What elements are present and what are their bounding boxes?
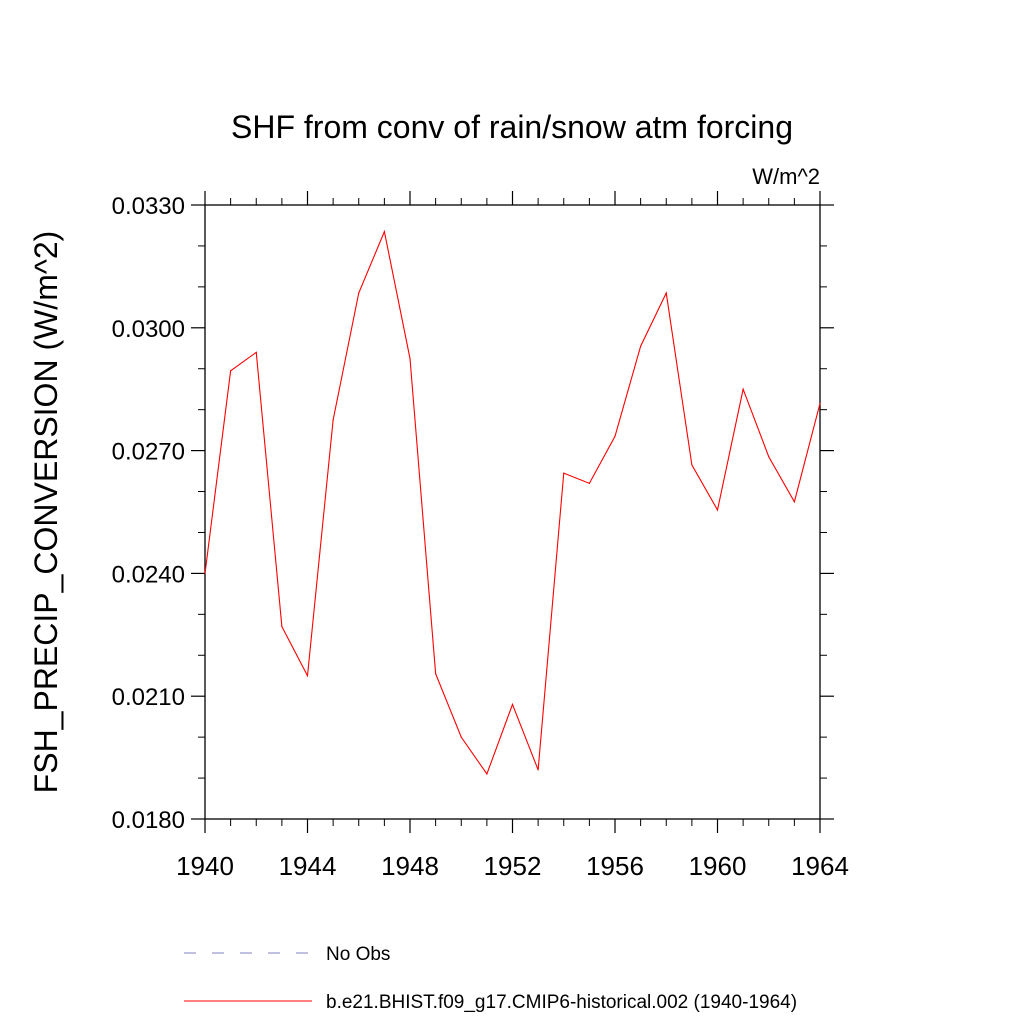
data-point xyxy=(819,402,821,405)
legend-label-no-obs: No Obs xyxy=(326,944,390,965)
data-point xyxy=(665,292,667,294)
data-point xyxy=(793,501,795,503)
data-point xyxy=(435,673,437,675)
y-axis: 0.0180 0.0210 0.0240 0.0270 0.0300 0.0330 xyxy=(112,193,834,834)
data-point xyxy=(511,703,514,705)
data-point xyxy=(460,736,462,738)
chart-title: SHF from conv of rain/snow atm forcing xyxy=(231,109,793,145)
x-axis: 1940 1944 1948 1952 1956 1960 1964 xyxy=(176,191,849,881)
y-tick-label: 0.0330 xyxy=(112,193,185,220)
y-tick-label: 0.0270 xyxy=(112,439,185,466)
data-point xyxy=(486,773,488,775)
data-point xyxy=(768,456,770,458)
x-tick-label: 1964 xyxy=(791,851,849,881)
data-point xyxy=(230,370,232,372)
data-point xyxy=(640,345,642,347)
data-point xyxy=(691,464,693,466)
x-tick-label: 1940 xyxy=(176,851,234,881)
data-point xyxy=(614,435,616,437)
x-tick-label: 1948 xyxy=(381,851,439,881)
data-point xyxy=(306,675,309,677)
series-line xyxy=(204,229,821,776)
legend: No Obs b.e21.BHIST.f09_g17.CMIP6-histori… xyxy=(184,944,797,1013)
data-point xyxy=(255,351,257,353)
data-point xyxy=(716,509,719,511)
data-point xyxy=(537,769,539,771)
data-point xyxy=(281,626,283,628)
y-tick-label: 0.0240 xyxy=(112,561,185,588)
units-label: W/m^2 xyxy=(752,164,820,189)
data-point xyxy=(383,231,385,233)
x-tick-label: 1952 xyxy=(484,851,542,881)
legend-label-historical: b.e21.BHIST.f09_g17.CMIP6-historical.002… xyxy=(326,992,797,1013)
x-tick-label: 1944 xyxy=(279,851,337,881)
data-point xyxy=(563,472,565,474)
minor-ticks xyxy=(198,198,827,826)
data-point xyxy=(409,357,411,360)
x-tick-label: 1960 xyxy=(689,851,747,881)
x-tick-label: 1956 xyxy=(586,851,644,881)
y-tick-label: 0.0300 xyxy=(112,316,185,343)
y-tick-label: 0.0210 xyxy=(112,684,185,711)
data-point xyxy=(742,388,744,390)
plot-frame xyxy=(204,204,821,820)
data-point xyxy=(358,292,360,294)
data-point xyxy=(588,482,590,484)
data-point xyxy=(332,419,334,421)
data-point xyxy=(204,572,206,575)
y-tick-label: 0.0180 xyxy=(112,807,185,834)
y-axis-label: FSH_PRECIP_CONVERSION (W/m^2) xyxy=(28,231,64,794)
series-group xyxy=(204,229,821,776)
